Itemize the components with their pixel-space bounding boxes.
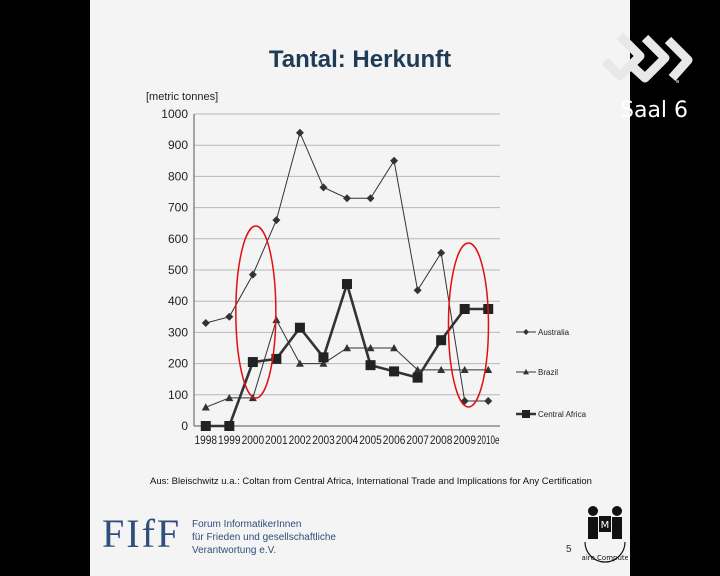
data-point bbox=[295, 359, 304, 367]
org-line: Verantwortung e.V. bbox=[192, 545, 277, 556]
data-point bbox=[437, 248, 446, 257]
data-point bbox=[247, 357, 258, 368]
slide: Tantal: Herkunft 0 100 200 300 400 500 600 700 8… bbox=[90, 0, 630, 576]
data-point bbox=[437, 365, 446, 374]
data-point bbox=[460, 365, 469, 374]
data-point bbox=[522, 410, 530, 418]
x-tick-label: 2005 bbox=[359, 433, 382, 447]
y-tick-label: 300 bbox=[168, 325, 188, 339]
slide-title: Tantal: Herkunft bbox=[268, 46, 452, 73]
data-point bbox=[318, 352, 329, 363]
data-point bbox=[390, 344, 399, 352]
data-point bbox=[224, 421, 235, 431]
data-point bbox=[389, 366, 400, 377]
y-tick-label: 500 bbox=[168, 263, 188, 277]
data-point bbox=[294, 322, 305, 333]
data-point bbox=[523, 329, 529, 335]
data-point bbox=[366, 194, 375, 203]
channel-label: Saal 6 bbox=[620, 98, 689, 123]
data-point bbox=[200, 421, 211, 431]
x-tick-label: 2006 bbox=[383, 433, 406, 447]
svg-text:M: M bbox=[601, 520, 610, 531]
data-point bbox=[201, 319, 210, 328]
data-point bbox=[365, 360, 376, 371]
data-point bbox=[272, 216, 281, 225]
fiff-logo: FIfF bbox=[102, 511, 182, 556]
y-tick-label: 400 bbox=[168, 294, 188, 308]
highlight-ellipse bbox=[447, 242, 490, 408]
org-line: für Frieden und gesellschaftliche bbox=[192, 532, 336, 543]
y-tick-label: 0 bbox=[181, 419, 188, 433]
y-tick-label: 900 bbox=[168, 138, 188, 152]
legend-label: Brazil bbox=[538, 368, 558, 377]
y-tick-label: 100 bbox=[168, 388, 188, 402]
data-point bbox=[271, 353, 282, 364]
y-axis-label: [metric tonnes] bbox=[146, 91, 218, 103]
data-point bbox=[484, 397, 493, 406]
screen-artifact bbox=[676, 80, 679, 83]
data-point bbox=[201, 403, 210, 411]
data-point bbox=[412, 372, 423, 383]
data-point bbox=[295, 128, 304, 137]
data-point bbox=[225, 312, 234, 321]
x-tick-label: 2000 bbox=[242, 433, 265, 447]
legend-label: Central Africa bbox=[538, 410, 587, 419]
chart: 0 100 200 300 400 500 600 700 800 900 1000 1998 1999… bbox=[146, 91, 587, 447]
x-tick-label: 2010e bbox=[477, 433, 500, 447]
data-point bbox=[225, 393, 234, 402]
data-point bbox=[248, 270, 257, 279]
y-tick-label: 800 bbox=[168, 169, 188, 183]
y-tick-label: 1000 bbox=[161, 107, 188, 121]
data-point bbox=[459, 304, 470, 314]
data-point bbox=[436, 335, 447, 346]
data-point bbox=[342, 279, 352, 290]
legend-label: Australia bbox=[538, 328, 570, 337]
x-tick-label: 2002 bbox=[289, 433, 312, 447]
y-tick-label: 600 bbox=[168, 232, 188, 246]
x-tick-label: 2003 bbox=[312, 433, 335, 447]
y-tick-label: 200 bbox=[168, 357, 188, 371]
highlight-ellipse bbox=[235, 225, 277, 399]
x-tick-label: 2007 bbox=[406, 433, 429, 447]
y-tick-label: 700 bbox=[168, 201, 188, 215]
x-tick-label: 1999 bbox=[218, 433, 241, 447]
data-point bbox=[343, 344, 351, 352]
x-tick-label: 2009 bbox=[453, 433, 476, 447]
x-tick-label: 2008 bbox=[430, 433, 453, 447]
channel-logo bbox=[601, 32, 693, 83]
data-point bbox=[319, 359, 328, 367]
series-line bbox=[205, 279, 489, 428]
data-point bbox=[413, 365, 422, 374]
faire-logo-text: Faire Computer bbox=[582, 554, 628, 562]
data-point bbox=[413, 286, 422, 295]
x-tick-label: 1998 bbox=[195, 433, 218, 447]
data-point bbox=[343, 194, 351, 203]
data-point bbox=[366, 344, 375, 352]
x-tick-label: 2001 bbox=[265, 433, 288, 447]
org-name: Forum InformatikerInnen für Frieden und … bbox=[192, 518, 336, 557]
data-point bbox=[484, 365, 493, 374]
x-tick-label: 2004 bbox=[336, 433, 359, 447]
page-number: 5 bbox=[566, 544, 572, 555]
data-point bbox=[390, 156, 399, 165]
source-citation: Aus: Bleischwitz u.a.: Coltan from Centr… bbox=[150, 476, 592, 487]
faire-computer-logo: M Faire Computer bbox=[582, 506, 628, 563]
org-line: Forum InformatikerInnen bbox=[192, 519, 302, 530]
data-point bbox=[523, 369, 529, 375]
data-point bbox=[319, 183, 328, 192]
